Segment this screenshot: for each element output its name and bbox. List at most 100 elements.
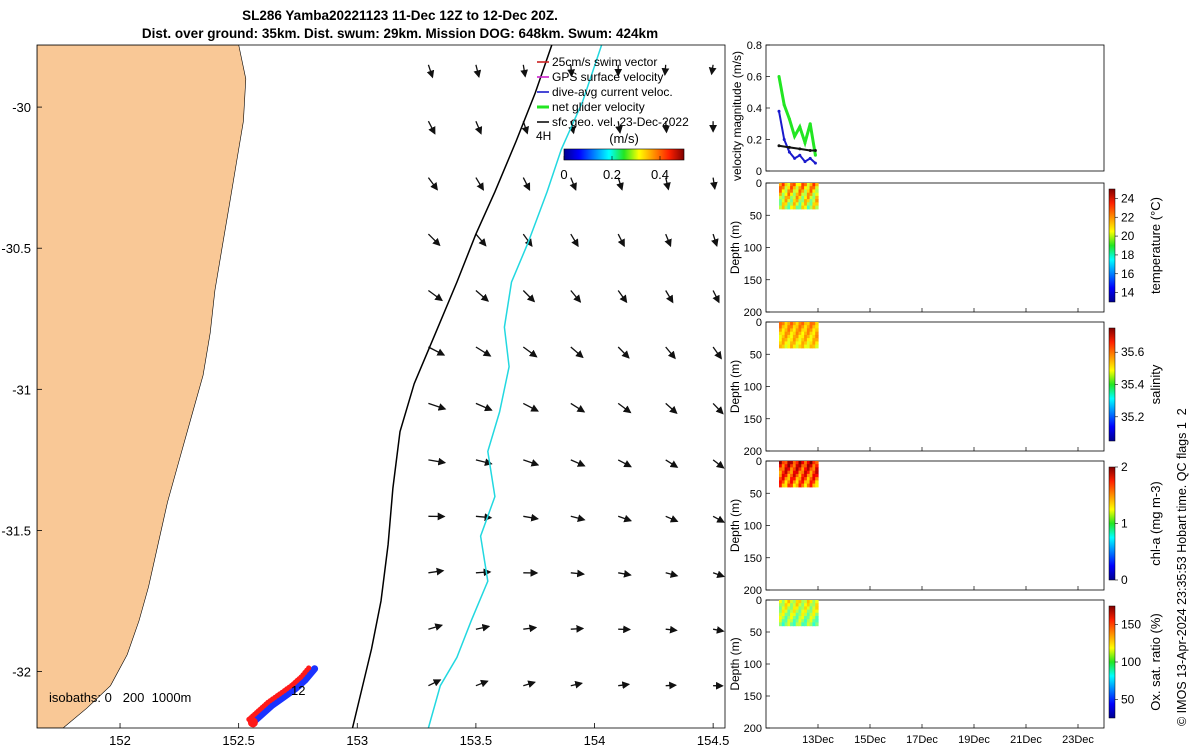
profile-cell bbox=[815, 328, 819, 333]
profile-cell bbox=[787, 470, 791, 475]
profile-cell bbox=[792, 603, 797, 607]
velocity-vector bbox=[570, 514, 586, 522]
velocity-y-tick-label: 0.4 bbox=[747, 103, 762, 115]
profile-cell bbox=[809, 334, 813, 339]
profile-cell bbox=[781, 616, 786, 620]
velocity-vector bbox=[712, 515, 725, 523]
profile-cell bbox=[779, 341, 783, 346]
profile-cell bbox=[806, 619, 811, 623]
profile-cell bbox=[804, 328, 808, 333]
profile-cell bbox=[781, 195, 786, 200]
profile-cell bbox=[798, 473, 802, 478]
profile-cell bbox=[809, 322, 813, 326]
profile-cell bbox=[779, 609, 783, 614]
profile-cell bbox=[801, 334, 805, 339]
velocity-data-point bbox=[798, 153, 802, 157]
profile-colorbar-label: temperature (°C) bbox=[1148, 197, 1163, 294]
profile-cell bbox=[812, 619, 816, 623]
profile-cell bbox=[806, 603, 811, 607]
velocity-vector bbox=[665, 459, 679, 468]
velocity-vector bbox=[522, 233, 533, 247]
profile-cell bbox=[801, 473, 805, 478]
velocity-vector bbox=[664, 233, 672, 248]
profile-cell bbox=[812, 477, 816, 481]
map-y-tick-label: -30.5 bbox=[1, 241, 31, 256]
velocity-vector bbox=[427, 233, 441, 247]
velocity-vector bbox=[522, 177, 531, 191]
profile-cell bbox=[779, 480, 783, 485]
profile-cell bbox=[787, 192, 791, 197]
profile-cell bbox=[787, 202, 791, 207]
profile-cell bbox=[787, 483, 791, 488]
gps-fix-point bbox=[306, 665, 312, 671]
depth-tick-label: 200 bbox=[744, 307, 762, 319]
profile-colorbar bbox=[1108, 327, 1116, 442]
colorbar-units-label: (m/s) bbox=[609, 131, 639, 146]
profile-colorbar bbox=[1108, 605, 1116, 719]
velocity-vector bbox=[475, 513, 493, 521]
profile-colorbar bbox=[1108, 466, 1116, 581]
profile-cell bbox=[781, 183, 786, 187]
profile-colorbar-tick-label: 22 bbox=[1121, 210, 1135, 224]
profile-cell bbox=[798, 464, 802, 468]
profile-cell bbox=[790, 322, 794, 326]
profile-cell bbox=[795, 205, 800, 210]
profile-cell bbox=[815, 186, 819, 190]
profile-cell bbox=[792, 344, 797, 349]
profile-cell bbox=[790, 480, 794, 485]
profile-cell bbox=[804, 195, 808, 200]
depth-tick-label: 150 bbox=[744, 275, 762, 287]
date-tick-label: 21Dec bbox=[1010, 734, 1042, 746]
profile-cell bbox=[798, 192, 802, 197]
profile-cell bbox=[804, 325, 808, 329]
profile-cell bbox=[787, 195, 791, 200]
profile-cell bbox=[806, 461, 811, 465]
velocity-vector bbox=[428, 567, 445, 576]
velocity-data-point bbox=[808, 156, 812, 160]
profile-cell bbox=[792, 483, 797, 488]
depth-tick-label: 50 bbox=[750, 349, 762, 361]
depth-panel-frame bbox=[765, 460, 1105, 591]
velocity-vector bbox=[567, 64, 576, 78]
profile-cell bbox=[809, 606, 813, 611]
profile-cell bbox=[787, 619, 791, 623]
profile-cell bbox=[806, 334, 811, 339]
profile-cell bbox=[787, 622, 791, 627]
profile-cell bbox=[790, 202, 794, 207]
date-tick-label: 13Dec bbox=[802, 734, 834, 746]
map-x-tick-label: 154.5 bbox=[697, 733, 730, 748]
profile-cell bbox=[804, 477, 808, 481]
profile-cell bbox=[809, 325, 813, 329]
profile-cell bbox=[781, 341, 786, 346]
profile-cell bbox=[781, 606, 786, 611]
profile-cell bbox=[812, 325, 816, 329]
profile-cell bbox=[806, 344, 811, 349]
profile-cell bbox=[801, 467, 805, 472]
velocity-vector bbox=[522, 346, 538, 358]
profile-cell bbox=[784, 477, 788, 481]
profile-cell bbox=[779, 477, 783, 481]
profile-cell bbox=[790, 461, 794, 465]
profile-cell bbox=[779, 331, 783, 336]
profile-cell bbox=[784, 189, 788, 194]
velocity-vector bbox=[475, 458, 493, 466]
profile-cell bbox=[806, 622, 811, 627]
profile-cell bbox=[795, 183, 800, 187]
depth-tick-label: 150 bbox=[744, 553, 762, 565]
profile-cell bbox=[787, 461, 791, 465]
velocity-vector bbox=[520, 64, 528, 78]
profile-cell bbox=[795, 622, 800, 627]
profile-cell bbox=[804, 189, 808, 194]
profile-cell bbox=[787, 467, 791, 472]
velocity-vector bbox=[665, 681, 677, 690]
velocity-data-point bbox=[803, 160, 807, 164]
profile-cell bbox=[801, 189, 805, 194]
profile-cell bbox=[787, 606, 791, 611]
profile-colorbar-tick-label: 0 bbox=[1121, 573, 1128, 587]
profile-cell bbox=[787, 186, 791, 190]
profile-cell bbox=[781, 483, 786, 488]
velocity-colorbar-ticks: 0 0.2 0.4 bbox=[560, 156, 669, 182]
profile-cell bbox=[790, 338, 794, 342]
profile-cell bbox=[795, 600, 800, 604]
